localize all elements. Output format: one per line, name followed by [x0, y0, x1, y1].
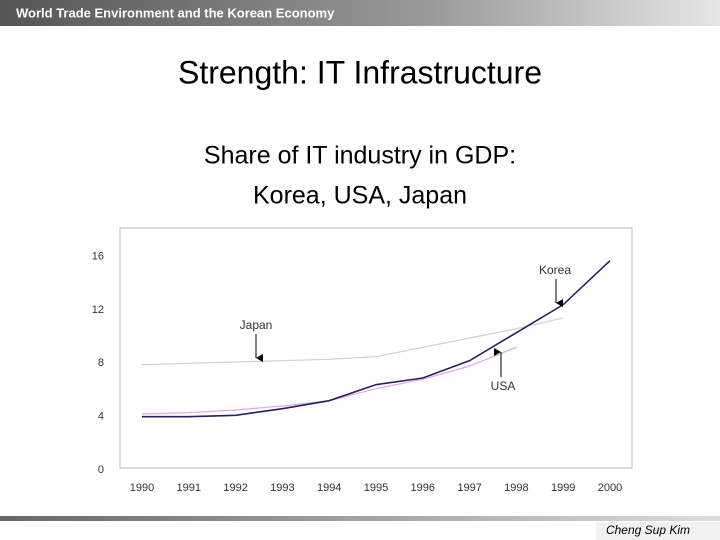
- y-tick-label: 0: [98, 464, 104, 476]
- x-tick-label: 2000: [598, 482, 622, 494]
- x-tick-label: 1990: [130, 482, 154, 494]
- y-tick-label: 4: [98, 411, 104, 423]
- annotation: Korea: [539, 263, 571, 277]
- annotation: Japan: [240, 318, 273, 332]
- x-tick-label: 1999: [551, 482, 575, 494]
- x-tick-label: 1993: [270, 482, 294, 494]
- x-tick-label: 1998: [504, 482, 528, 494]
- series-line: [142, 260, 611, 418]
- x-tick-label: 1997: [457, 482, 481, 494]
- x-tick-label: 1992: [223, 482, 247, 494]
- y-tick-label: 16: [92, 251, 104, 263]
- x-tick-label: 1995: [364, 482, 388, 494]
- footer-text: Cheng Sup Kim: [606, 523, 690, 537]
- footer-box: [596, 522, 720, 540]
- plot: 0 4 8 12 16 1990 1991 1992 1993 1994 1995 1996 1997 1…: [92, 251, 622, 494]
- annotation: USA: [491, 379, 516, 393]
- chart-subtitle: Korea, USA, Japan: [253, 182, 467, 210]
- footer-bar: [0, 516, 720, 521]
- chart-title: Share of IT industry in GDP:: [204, 142, 516, 170]
- slide-title: Strength: IT Infrastructure: [178, 54, 542, 90]
- y-tick-label: 8: [98, 357, 104, 369]
- header-text: World Trade Environment and the Korean E…: [16, 5, 335, 20]
- plot-frame: [119, 227, 633, 469]
- x-tick-label: 1994: [317, 482, 341, 494]
- series-line: [141, 346, 517, 415]
- series-line: [141, 317, 564, 366]
- x-tick-label: 1991: [177, 482, 201, 494]
- y-tick-label: 12: [92, 304, 104, 316]
- header-bar: [0, 0, 720, 26]
- x-tick-label: 1996: [411, 482, 435, 494]
